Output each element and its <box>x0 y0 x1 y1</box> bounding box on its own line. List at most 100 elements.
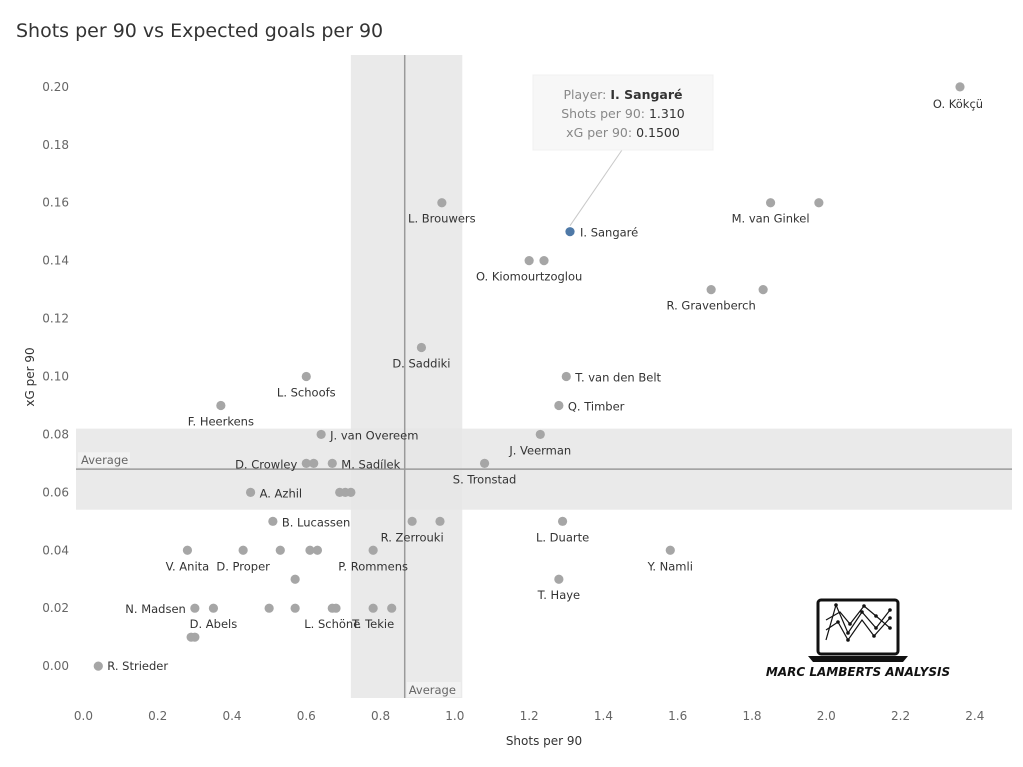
tooltip-leader <box>569 149 623 226</box>
data-point[interactable] <box>309 458 319 468</box>
point-label: O. Kiomourtzoglou <box>476 270 582 284</box>
x-tick-label: 1.2 <box>520 709 539 723</box>
x-tick-label: 1.0 <box>445 709 464 723</box>
x-average-label: Average <box>409 683 456 697</box>
data-point[interactable] <box>539 256 549 266</box>
data-point[interactable] <box>301 458 311 468</box>
data-point[interactable] <box>368 603 378 613</box>
x-tick-label: 0.6 <box>297 709 316 723</box>
point-label: D. Crowley <box>235 457 297 471</box>
data-point[interactable] <box>765 198 776 208</box>
tooltip-row: xG per 90: 0.1500 <box>566 125 680 140</box>
data-point[interactable] <box>312 545 323 555</box>
data-point[interactable] <box>264 603 274 613</box>
x-tick-label: 2.0 <box>817 709 836 723</box>
data-point[interactable] <box>437 198 447 208</box>
data-point[interactable] <box>535 429 545 440</box>
data-point[interactable] <box>554 400 564 411</box>
data-point[interactable] <box>301 371 311 382</box>
x-tick-label: 0.2 <box>148 709 167 723</box>
point-label: S. Tronstad <box>453 472 517 486</box>
point-label: T. Tekie <box>351 617 394 631</box>
data-point[interactable] <box>268 516 278 526</box>
x-average-label-bg <box>406 682 461 697</box>
data-point[interactable] <box>290 603 300 613</box>
x-tick-label: 1.6 <box>668 709 687 723</box>
point-label: F. Heerkens <box>188 414 254 428</box>
data-point[interactable] <box>554 574 564 584</box>
y-tick-label: 0.10 <box>42 370 69 384</box>
data-point[interactable] <box>316 429 326 440</box>
x-tick-label: 0.8 <box>371 709 390 723</box>
point-label: O. Kökçü <box>933 97 983 111</box>
data-point[interactable] <box>524 256 534 266</box>
x-tick-label: 1.8 <box>742 709 761 723</box>
point-label: R. Gravenberch <box>667 299 756 313</box>
point-label: L. Schöne <box>304 617 360 631</box>
y-tick-label: 0.04 <box>42 543 69 557</box>
data-point[interactable] <box>368 545 378 555</box>
y-tick-label: 0.00 <box>42 659 69 673</box>
tooltip-row: Shots per 90: 1.310 <box>561 106 685 121</box>
tooltip-box <box>532 74 714 151</box>
data-point[interactable] <box>275 545 285 555</box>
data-point[interactable] <box>331 603 341 613</box>
point-label: D. Abels <box>190 617 238 631</box>
point-label: I. Sangaré <box>580 226 638 240</box>
data-point[interactable] <box>706 285 716 295</box>
y-average-label-bg <box>78 452 130 468</box>
point-label: D. Saddiki <box>392 357 450 371</box>
point-label: R. Strieder <box>107 659 168 673</box>
data-point[interactable] <box>665 545 675 555</box>
point-label: P. Rommens <box>338 559 408 573</box>
data-point[interactable] <box>190 632 200 642</box>
data-point[interactable] <box>346 487 356 497</box>
data-point[interactable] <box>327 458 337 468</box>
y-tick-label: 0.02 <box>42 601 69 615</box>
point-label: Q. Timber <box>568 399 625 413</box>
x-tick-label: 0.0 <box>74 709 93 723</box>
data-point[interactable] <box>305 545 315 555</box>
y-tick-label: 0.08 <box>42 427 69 441</box>
x-tick-label: 2.4 <box>965 709 984 723</box>
data-point[interactable] <box>955 82 965 92</box>
data-point[interactable] <box>208 603 219 613</box>
data-point[interactable] <box>238 545 248 555</box>
x-tick-label: 0.4 <box>222 709 241 723</box>
data-point[interactable] <box>407 516 417 526</box>
data-point[interactable] <box>387 603 397 613</box>
point-label: V. Anita <box>166 559 210 573</box>
data-point[interactable] <box>245 487 256 497</box>
data-point[interactable] <box>93 661 103 671</box>
y-tick-label: 0.12 <box>42 312 69 326</box>
point-label: T. Haye <box>537 588 581 602</box>
data-point[interactable] <box>216 400 226 411</box>
y-average-label: Average <box>81 453 128 467</box>
data-point[interactable] <box>190 603 200 613</box>
data-point-highlighted[interactable] <box>565 227 575 237</box>
point-label: D. Proper <box>216 559 270 573</box>
data-point[interactable] <box>182 545 193 555</box>
data-point[interactable] <box>814 198 824 208</box>
data-point[interactable] <box>561 371 571 382</box>
y-axis-title: xG per 90 <box>23 347 37 406</box>
x-average-band <box>350 55 463 698</box>
data-point[interactable] <box>479 458 490 468</box>
point-label: L. Duarte <box>536 530 589 544</box>
point-label: A. Azhil <box>260 486 303 500</box>
point-label: N. Madsen <box>125 602 186 616</box>
data-point[interactable] <box>416 342 427 353</box>
data-points <box>93 82 965 671</box>
brand-logo: MARC LAMBERTS ANALYSIS <box>766 598 950 679</box>
point-label: M. van Ginkel <box>732 212 810 226</box>
x-tick-label: 2.2 <box>891 709 910 723</box>
tooltip-row: Player: I. Sangaré <box>564 87 683 102</box>
data-point[interactable] <box>290 574 300 584</box>
point-label: J. Veerman <box>508 443 571 457</box>
point-label: Y. Namli <box>647 559 693 573</box>
data-point[interactable] <box>435 516 445 526</box>
data-point[interactable] <box>758 285 768 295</box>
y-tick-label: 0.14 <box>42 254 69 268</box>
data-point[interactable] <box>557 516 568 526</box>
